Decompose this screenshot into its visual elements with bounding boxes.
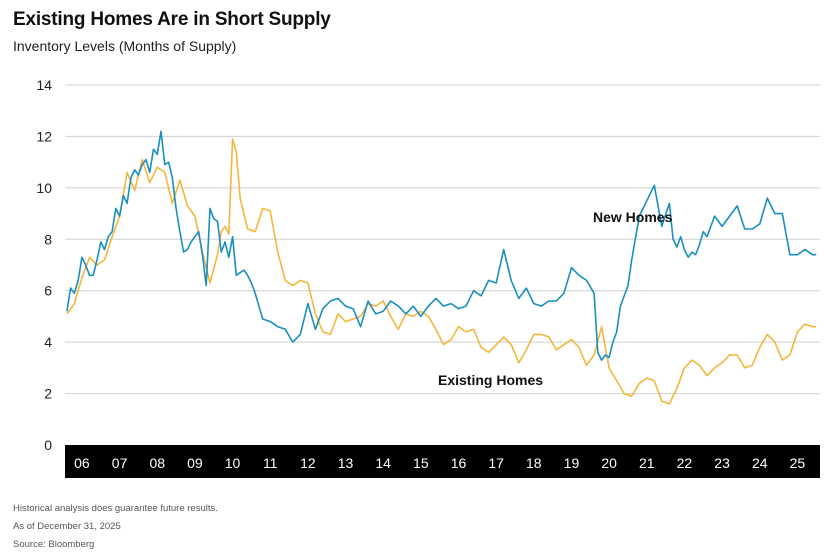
existing-homes-line xyxy=(66,138,817,405)
x-tick-label: 23 xyxy=(714,455,730,471)
y-tick-label: 4 xyxy=(44,334,52,350)
footnotes: Historical analysis does guarantee futur… xyxy=(13,500,218,554)
as-of-note: As of December 31, 2025 xyxy=(13,521,121,532)
y-tick-label: 6 xyxy=(44,283,52,299)
x-tick-label: 19 xyxy=(564,455,580,471)
x-tick-label: 15 xyxy=(413,455,429,471)
disclaimer-note: Historical analysis does guarantee futur… xyxy=(13,503,218,514)
existing-homes-label: Existing Homes xyxy=(438,372,543,388)
y-tick-label: 10 xyxy=(36,180,52,196)
x-tick-label: 13 xyxy=(338,455,354,471)
y-tick-label: 14 xyxy=(36,77,52,93)
x-tick-label: 24 xyxy=(752,455,768,471)
x-tick-label: 10 xyxy=(225,455,241,471)
x-tick-label: 09 xyxy=(187,455,203,471)
x-tick-label: 11 xyxy=(263,455,278,471)
x-tick-label: 08 xyxy=(149,455,165,471)
chart-title: Existing Homes Are in Short Supply xyxy=(13,9,331,30)
x-axis-band xyxy=(65,445,820,478)
x-tick-label: 25 xyxy=(790,455,806,471)
y-tick-label: 2 xyxy=(44,386,52,402)
x-tick-label: 22 xyxy=(677,455,693,471)
chart-subtitle: Inventory Levels (Months of Supply) xyxy=(13,38,237,54)
new-homes-line xyxy=(66,130,817,361)
source-note: Source: Bloomberg xyxy=(13,539,95,550)
gridlines xyxy=(65,84,820,395)
x-tick-label: 06 xyxy=(74,455,90,471)
series-lines xyxy=(66,130,817,405)
x-tick-label: 16 xyxy=(451,455,467,471)
x-tick-label: 18 xyxy=(526,455,542,471)
y-tick-label: 8 xyxy=(44,231,52,247)
x-tick-label: 12 xyxy=(300,455,316,471)
y-tick-label: 12 xyxy=(36,128,52,144)
y-tick-label: 0 xyxy=(44,437,52,453)
x-tick-label: 20 xyxy=(601,455,617,471)
new-homes-label: New Homes xyxy=(593,209,673,225)
x-axis-ticks: 06 07 08 09 10 11 12 13 14 15 16 17 18 19 20 21 22 23 24 25 xyxy=(74,455,805,471)
x-tick-label: 14 xyxy=(375,455,391,471)
x-tick-label: 17 xyxy=(488,455,504,471)
y-axis-ticks: 0 2 4 6 8 10 12 14 xyxy=(36,77,52,453)
series-labels: New Homes Existing Homes xyxy=(438,209,673,388)
x-tick-label: 21 xyxy=(639,455,655,471)
x-tick-label: 07 xyxy=(112,455,128,471)
